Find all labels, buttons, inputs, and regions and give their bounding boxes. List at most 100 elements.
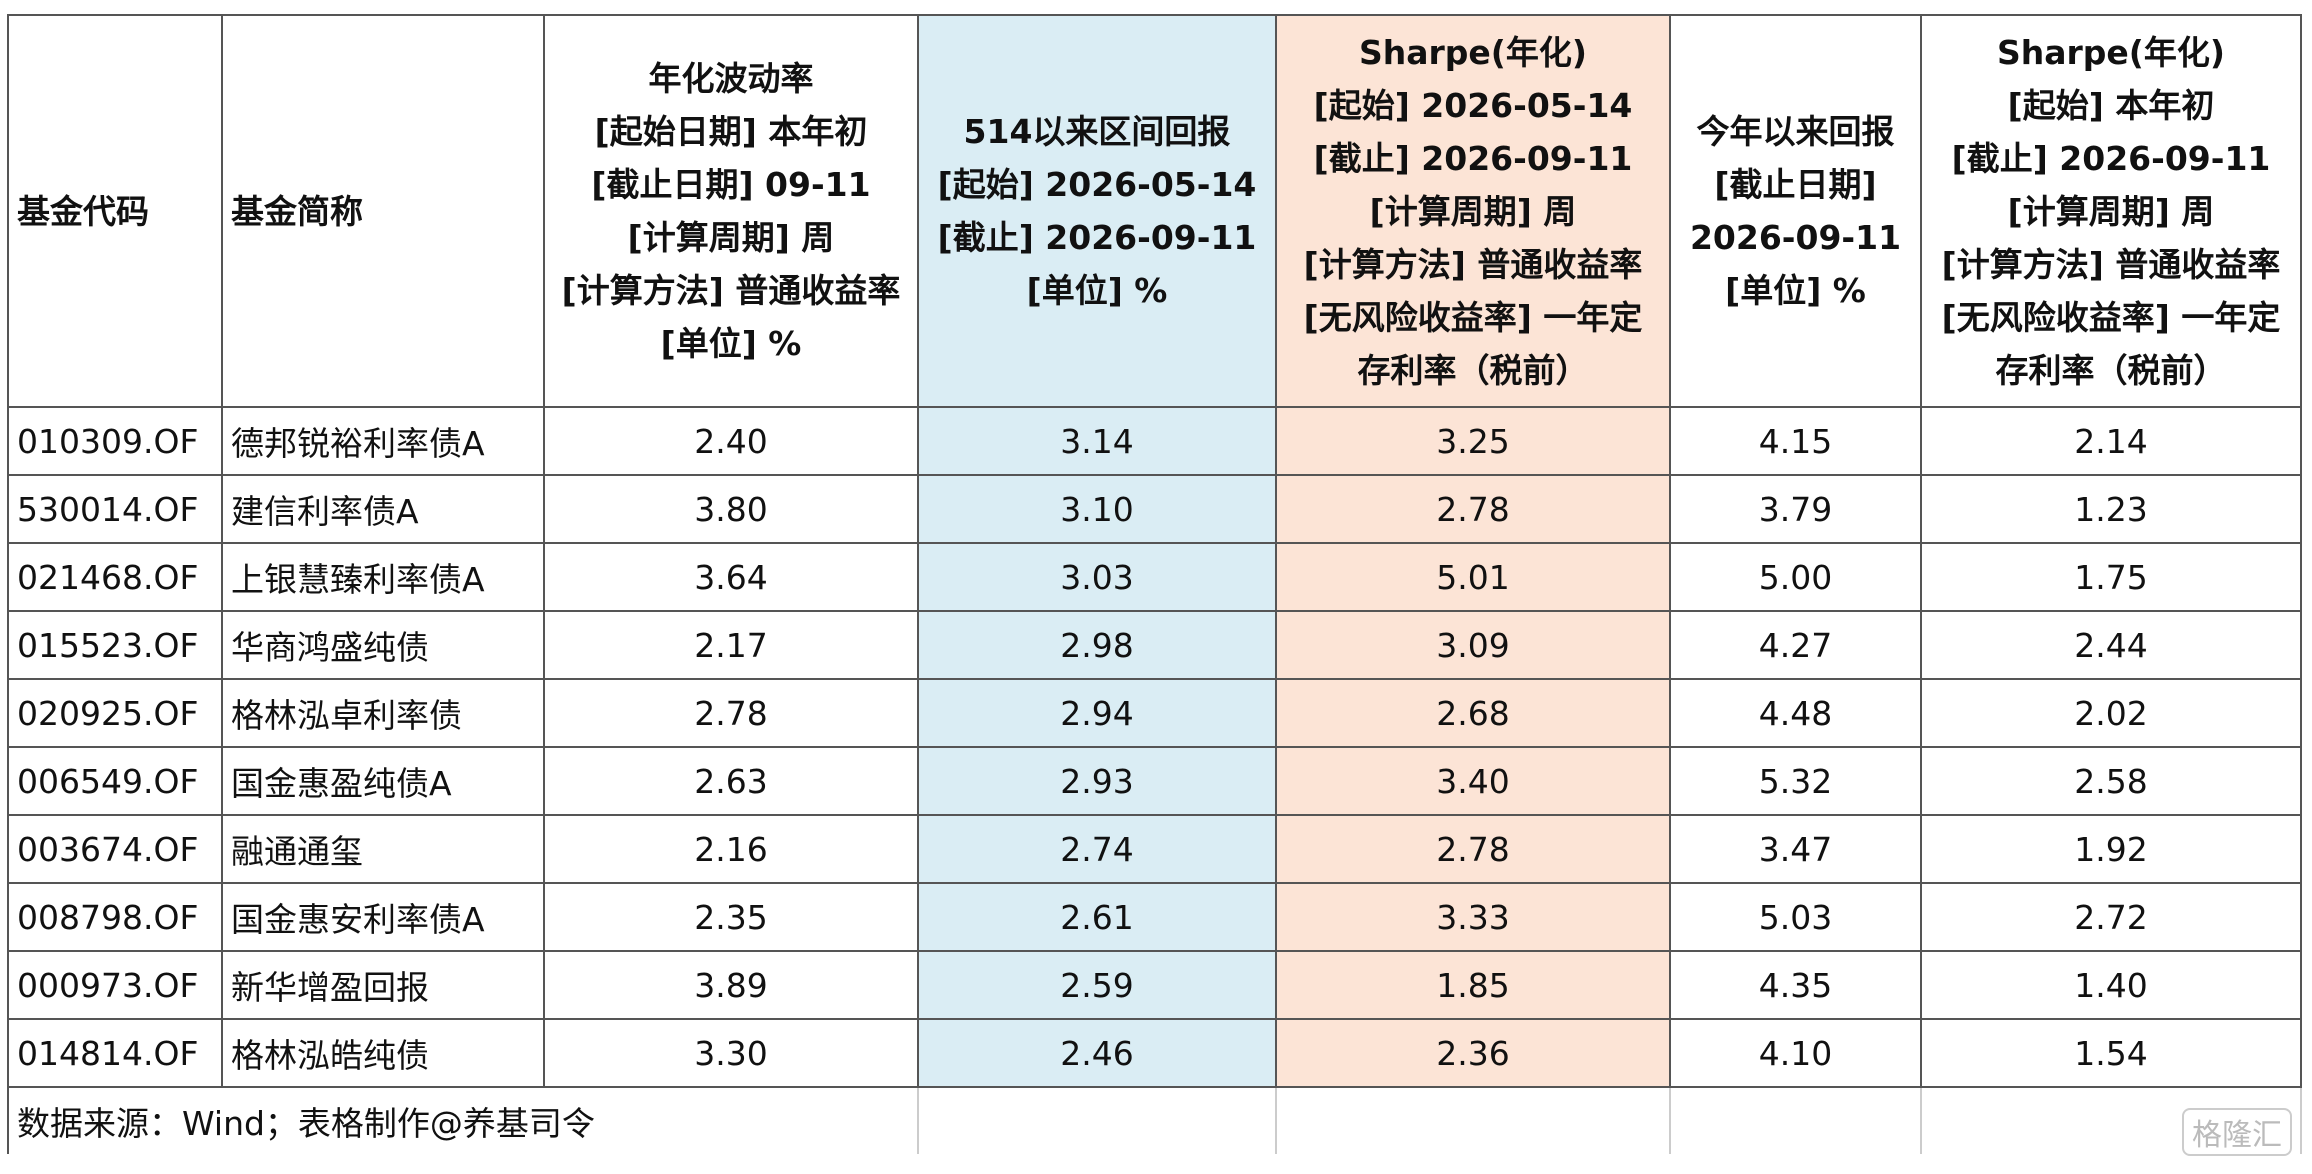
header-line: [起始日期] 本年初 [594,112,868,151]
header-line: 2026-09-11 [1689,218,1902,257]
data-cell: 4.15 [1669,406,1922,476]
header-cell: 基金简称 [221,14,545,408]
data-cell: 2.68 [1275,678,1671,748]
data-cell: 015523.OF [7,610,223,680]
data-cell: 3.47 [1669,814,1922,884]
data-cell: 华商鸿盛纯债 [221,610,545,680]
header-line: [起始] 2026-05-14 [937,165,1257,204]
data-cell: 3.89 [543,950,919,1020]
top-edge [0,0,2312,14]
empty-cell [917,1086,1277,1154]
header-line: 今年以来回报 [1696,112,1895,151]
data-cell: 3.40 [1275,746,1671,816]
data-cell: 4.10 [1669,1018,1922,1088]
data-cell: 3.10 [917,474,1277,544]
header-line: 存利率（税前） [1995,350,2227,390]
data-cell: 3.79 [1669,474,1922,544]
header-cell: 514以来区间回报 [起始] 2026-05-14 [截止] 2026-09-11 [… [917,14,1277,408]
data-cell: 国金惠盈纯债A [221,746,545,816]
data-cell: 4.48 [1669,678,1922,748]
data-cell: 2.78 [1275,814,1671,884]
data-cell: 1.85 [1275,950,1671,1020]
source-note: 数据来源：Wind；表格制作@养基司令 [7,1086,919,1154]
data-row: 003674.OF 融通通玺 2.16 2.74 2.78 3.47 1.92 [7,814,2302,884]
data-row: 006549.OF 国金惠盈纯债A 2.63 2.93 3.40 5.32 2.58 [7,746,2302,816]
data-cell: 3.64 [543,542,919,612]
data-row: 020925.OF 格林泓卓利率债 2.78 2.94 2.68 4.48 2.02 [7,678,2302,748]
header-line: [起始] 2026-05-14 [1313,85,1633,125]
data-cell: 3.03 [917,542,1277,612]
data-cell: 2.35 [543,882,919,952]
header-line: [单位] % [1725,271,1866,310]
data-cell: 2.93 [917,746,1277,816]
data-cell: 3.14 [917,406,1277,476]
header-line: [计算周期] 周 [2007,191,2215,231]
header-line: [截止] 2026-09-11 [937,218,1257,257]
header-line: 514以来区间回报 [963,112,1231,151]
empty-cell [1920,1086,2302,1154]
data-cell: 融通通玺 [221,814,545,884]
data-row: 008798.OF 国金惠安利率债A 2.35 2.61 3.33 5.03 2.72 [7,882,2302,952]
data-cell: 2.78 [1275,474,1671,544]
data-cell: 2.02 [1920,678,2302,748]
data-cell: 003674.OF [7,814,223,884]
header-line: [无风险收益率] 一年定 [1303,297,1643,337]
data-cell: 008798.OF [7,882,223,952]
data-cell: 2.78 [543,678,919,748]
data-cell: 1.92 [1920,814,2302,884]
watermark: 格隆汇 [2182,1108,2292,1156]
data-cell: 010309.OF [7,406,223,476]
header-line: [单位] % [660,324,802,363]
data-cell: 2.40 [543,406,919,476]
data-cell: 2.59 [917,950,1277,1020]
header-line: [计算方法] 普通收益率 [561,271,901,310]
header-line: Sharpe(年化) [1359,32,1587,72]
data-cell: 2.63 [543,746,919,816]
header-line: [单位] % [1026,271,1168,310]
fund-table: 基金代码 基金简称 年化波动率 [起始日期] 本年初 [截止日期] 09-11 [计算周期… [7,14,2302,1154]
data-cell: 格林泓卓利率债 [221,678,545,748]
data-row: 015523.OF 华商鸿盛纯债 2.17 2.98 3.09 4.27 2.44 [7,610,2302,680]
header-line: 年化波动率 [648,59,814,98]
data-cell: 000973.OF [7,950,223,1020]
header-line: [起始] 本年初 [2007,85,2215,125]
data-row: 530014.OF 建信利率债A 3.80 3.10 2.78 3.79 1.23 [7,474,2302,544]
data-cell: 5.01 [1275,542,1671,612]
header-cell: Sharpe(年化) [起始] 2026-05-14 [截止] 2026-09-11… [1275,14,1671,408]
data-cell: 5.00 [1669,542,1922,612]
header-line: [计算方法] 普通收益率 [1941,244,2281,284]
data-cell: 国金惠安利率债A [221,882,545,952]
data-cell: 2.36 [1275,1018,1671,1088]
data-cell: 021468.OF [7,542,223,612]
data-cell: 5.03 [1669,882,1922,952]
data-cell: 3.33 [1275,882,1671,952]
header-line: [截止] 2026-09-11 [1313,138,1633,178]
data-cell: 2.58 [1920,746,2302,816]
footer-row: 数据来源：Wind；表格制作@养基司令 [7,1086,2302,1154]
data-row: 010309.OF 德邦锐裕利率债A 2.40 3.14 3.25 4.15 2.14 [7,406,2302,476]
data-cell: 1.40 [1920,950,2302,1020]
data-cell: 建信利率债A [221,474,545,544]
header-line: [无风险收益率] 一年定 [1941,297,2281,337]
data-cell: 2.98 [917,610,1277,680]
data-cell: 2.74 [917,814,1277,884]
data-cell: 2.16 [543,814,919,884]
header-cell: 年化波动率 [起始日期] 本年初 [截止日期] 09-11 [计算周期] 周 [计算方法… [543,14,919,408]
data-cell: 2.14 [1920,406,2302,476]
header-cell: 基金代码 [7,14,223,408]
data-cell: 014814.OF [7,1018,223,1088]
data-cell: 2.72 [1920,882,2302,952]
data-cell: 530014.OF [7,474,223,544]
header-cell: 今年以来回报 [截止日期] 2026-09-11 [单位] % [1669,14,1922,408]
header-line: Sharpe(年化) [1997,32,2225,72]
header-line: [截止日期] [1714,165,1877,204]
data-cell: 新华增盈回报 [221,950,545,1020]
header-row: 基金代码 基金简称 年化波动率 [起始日期] 本年初 [截止日期] 09-11 [计算周期… [7,14,2302,408]
header-line: [计算周期] 周 [627,218,835,257]
empty-cell [1275,1086,1671,1154]
data-row: 014814.OF 格林泓皓纯债 3.30 2.46 2.36 4.10 1.54 [7,1018,2302,1088]
data-cell: 2.61 [917,882,1277,952]
data-cell: 1.75 [1920,542,2302,612]
data-cell: 2.94 [917,678,1277,748]
